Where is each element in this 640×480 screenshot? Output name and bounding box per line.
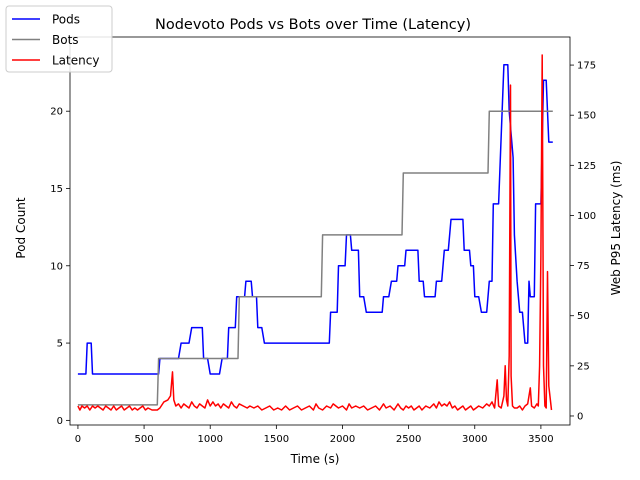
x-tick-label: 2500 [396,434,421,445]
y-right-tick-label: 25 [577,361,590,372]
x-axis-label: Time (s) [290,452,340,466]
y-right-tick-label: 125 [577,161,596,172]
axes: 0 500 1000 1500 2000 2500 3000 3500 0 5 10 15 20 0 25 5… [50,36,596,445]
series-line-pods [77,64,553,375]
y-left-tick-label: 10 [50,261,63,272]
series-lines [77,54,553,411]
legend-label-latency: Latency [52,54,99,68]
y-right-tick-label: 50 [577,311,590,322]
y-axis-label-right: Web P95 Latency (ms) [609,161,623,296]
series-line-latency [77,54,553,411]
y-right-tick-label: 100 [577,211,596,222]
y-left-tick-label: 0 [57,416,63,427]
y-right-tick-label: 75 [577,261,590,272]
y-left-tick-label: 20 [50,107,63,118]
legend-label-pods: Pods [52,13,80,27]
y-right-tick-label: 150 [577,111,596,122]
legend-label-bots: Bots [52,33,79,47]
legend-box [5,5,113,73]
x-tick-label: 500 [135,434,154,445]
x-tick-label: 2000 [330,434,355,445]
x-tick-label: 1500 [264,434,289,445]
x-tick-label: 1000 [197,434,222,445]
legend: Pods Bots Latency [5,5,113,73]
chart-title: Nodevoto Pods vs Bots over Time (Latency… [155,17,471,33]
x-tick-label: 3000 [462,434,487,445]
y-axis-label-left: Pod Count [14,197,28,259]
plot-frame [69,36,571,426]
y-left-tick-label: 5 [57,339,63,350]
series-line-bots [77,110,553,406]
y-left-tick-label: 15 [50,184,63,195]
x-tick-label: 3500 [528,434,553,445]
x-tick-label: 0 [75,434,81,445]
y-right-tick-label: 175 [577,61,596,72]
y-right-tick-label: 0 [577,411,583,422]
